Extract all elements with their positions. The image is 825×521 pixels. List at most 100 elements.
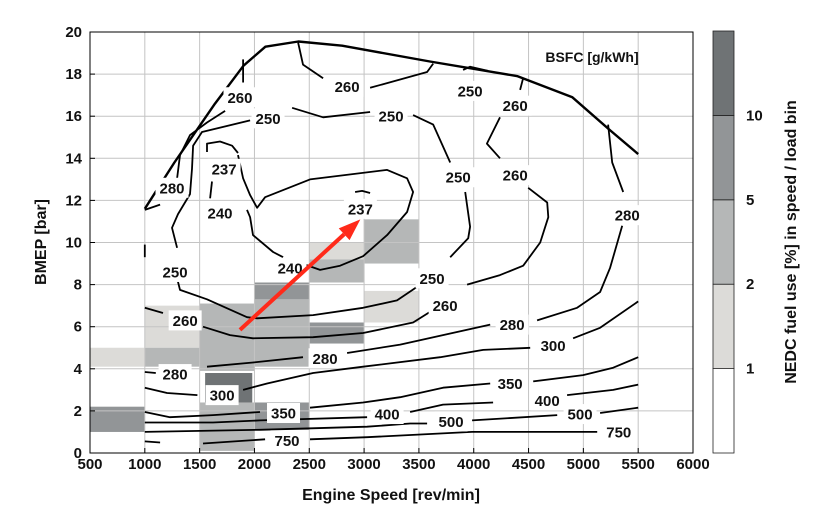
contour-label: 280 <box>313 351 338 368</box>
contour-label-background <box>205 385 239 406</box>
contour-label: 500 <box>439 414 464 431</box>
contour-line-400 <box>409 401 494 413</box>
x-tick-label: 6000 <box>676 456 709 473</box>
y-axis-title: BMEP [bar] <box>33 199 50 285</box>
contour-label: 350 <box>498 376 523 393</box>
contour-label: 280 <box>163 367 188 384</box>
contour-label: 400 <box>375 407 400 424</box>
heatmap-cell <box>309 259 365 283</box>
arrow-head <box>338 219 361 241</box>
contour-line-250 <box>412 114 452 163</box>
contour-label: 250 <box>446 170 471 187</box>
x-tick-label: 1000 <box>128 456 161 473</box>
contour-label: 350 <box>271 406 296 423</box>
contour-line-250 <box>462 65 489 72</box>
contour-label: 280 <box>159 180 184 197</box>
contour-label-background <box>267 403 301 424</box>
contour-label-background <box>453 80 487 101</box>
contour-title: BSFC [g/kWh] <box>545 49 638 65</box>
contour-line-300 <box>144 386 198 396</box>
contour-line-400 <box>144 416 368 424</box>
contour-label: 250 <box>420 271 445 288</box>
y-tick-label: 8 <box>74 277 82 294</box>
contour-label-background <box>530 390 564 411</box>
contour-label: 240 <box>208 206 233 223</box>
contour-label: 250 <box>379 109 404 126</box>
contour-label-background <box>223 87 257 108</box>
colorbar-tick-label: 10 <box>746 107 763 124</box>
contour-label-background <box>493 373 527 394</box>
colorbar-segment <box>712 115 735 201</box>
contour-label-background <box>415 268 449 289</box>
x-tick-label: 4000 <box>457 456 490 473</box>
contour-label: 240 <box>278 260 303 277</box>
contour-line-260 <box>202 309 434 340</box>
contour-line-260 <box>519 78 524 91</box>
contour-label: 250 <box>163 264 188 281</box>
contour-line-260 <box>144 306 164 314</box>
contour-label-background <box>498 95 532 116</box>
contour-label: 237 <box>212 161 237 178</box>
colorbar-tick-label: 2 <box>746 276 754 293</box>
contour-label-background <box>158 364 192 385</box>
contour-label-background <box>343 198 377 219</box>
colorbar-tick-label: 5 <box>746 192 754 209</box>
y-tick-label: 0 <box>74 445 82 462</box>
grid-lines <box>90 32 693 453</box>
contour-label-background <box>158 261 192 282</box>
contour-line-280 <box>144 203 161 211</box>
contour-line-280 <box>144 371 156 374</box>
x-tick-label: 4500 <box>512 456 545 473</box>
contour-line-500 <box>599 406 639 414</box>
contour-label-background <box>273 257 307 278</box>
x-tick-label: 500 <box>77 456 102 473</box>
arrow-shaft <box>238 232 346 332</box>
contour-line-250 <box>291 106 371 119</box>
y-tick-label: 18 <box>65 66 82 83</box>
contour-label-background <box>308 348 342 369</box>
contour-line-350 <box>144 411 261 419</box>
contour-label: 260 <box>173 313 198 330</box>
contour-label-background <box>155 177 189 198</box>
contour-label-background <box>207 158 241 179</box>
y-tick-label: 16 <box>65 108 82 125</box>
contour-line-500 <box>144 422 428 433</box>
y-tick-label: 2 <box>74 403 82 420</box>
y-axis-ticks: 0 2 4 6 8 10 12 14 16 18 20 <box>65 24 95 462</box>
contour-label-background <box>428 295 462 316</box>
contour-label-background <box>270 430 304 451</box>
x-tick-label: 5500 <box>621 456 654 473</box>
contour-label-background <box>370 404 404 425</box>
contour-line-280 <box>206 356 304 368</box>
annotation-arrow <box>238 219 361 332</box>
y-tick-label: 12 <box>65 192 82 209</box>
contour-label: 750 <box>275 433 300 450</box>
full-load-curve <box>143 40 639 210</box>
y-tick-label: 6 <box>74 319 82 336</box>
x-axis-ticks: 500 1000 1500 2000 2500 3000 3500 4000 4500 5000 5… <box>77 448 710 473</box>
contour-label: 280 <box>500 317 525 334</box>
contour-label: 260 <box>433 298 458 315</box>
contour-label-background <box>203 203 237 224</box>
contour-line-240 <box>246 209 284 258</box>
x-tick-label: 2500 <box>293 456 326 473</box>
x-tick-label: 1500 <box>183 456 216 473</box>
contour-label: 750 <box>606 424 631 441</box>
contour-label: 237 <box>348 201 373 218</box>
contour-line-260 <box>466 187 550 286</box>
contour-label-background <box>330 76 364 97</box>
colorbar-tick-label: 1 <box>746 361 754 378</box>
contour-line-240 <box>237 154 415 271</box>
contour-label: 250 <box>458 83 483 100</box>
contour-lines <box>143 40 639 445</box>
contour-label: 280 <box>615 208 640 225</box>
contour-label-background <box>610 205 644 226</box>
y-tick-label: 10 <box>65 235 82 252</box>
heatmap-cell <box>364 219 419 264</box>
contour-line-750 <box>309 430 598 441</box>
x-tick-label: 2000 <box>238 456 271 473</box>
contour-line-400 <box>566 383 639 396</box>
contour-label-background <box>498 165 532 186</box>
contour-label: 260 <box>335 79 360 96</box>
